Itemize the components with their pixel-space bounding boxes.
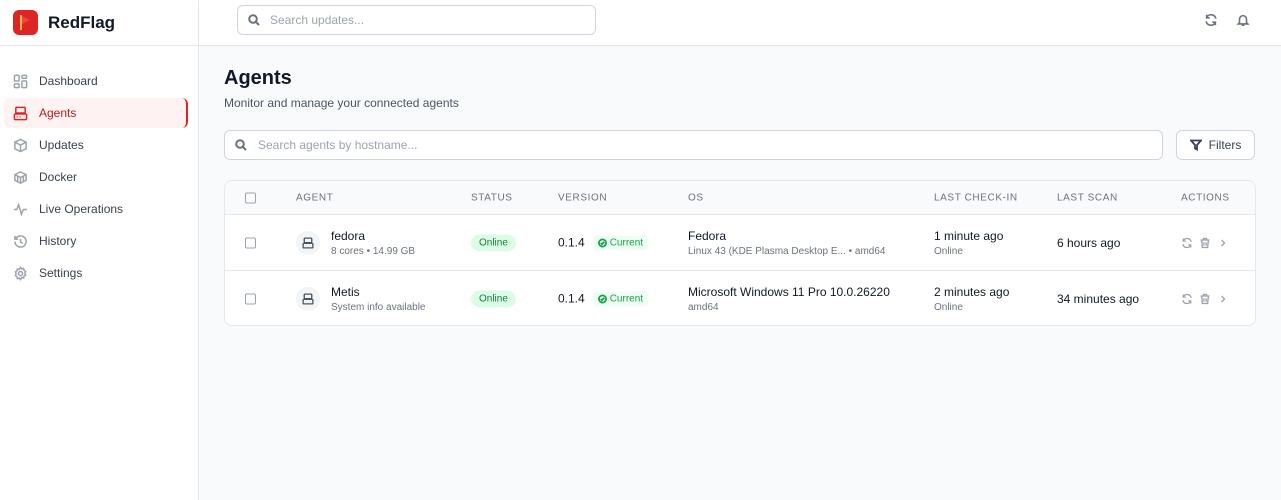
package-icon xyxy=(14,138,27,152)
table-header: AGENT STATUS VERSION OS LAST CHECK-IN LA… xyxy=(225,181,1255,215)
row-checkbox[interactable] xyxy=(245,237,256,248)
refresh-icon[interactable] xyxy=(1181,293,1193,305)
sidebar-item-label: Dashboard xyxy=(39,74,98,88)
refresh-icon[interactable] xyxy=(1181,237,1193,249)
select-all-checkbox[interactable] xyxy=(245,192,256,203)
filter-icon xyxy=(1189,139,1202,151)
trash-icon[interactable] xyxy=(1199,293,1211,305)
brand-name: RedFlag xyxy=(48,12,116,32)
agents-table: AGENT STATUS VERSION OS LAST CHECK-IN LA… xyxy=(224,180,1256,326)
header-os: OS xyxy=(688,192,704,203)
agent-detail: System info available xyxy=(331,301,426,313)
trash-icon[interactable] xyxy=(1199,237,1211,249)
sidebar-item-label: Updates xyxy=(39,138,84,152)
sidebar-item-label: Live Operations xyxy=(39,202,124,216)
chevron-right-icon[interactable] xyxy=(1217,293,1229,305)
bell-icon[interactable] xyxy=(1236,13,1250,27)
sidebar-item-docker[interactable]: Docker xyxy=(4,162,188,192)
os-detail: Linux 43 (KDE Plasma Desktop E... • amd6… xyxy=(688,245,886,257)
status-badge: Online xyxy=(471,290,516,307)
last-scan: 34 minutes ago xyxy=(1057,291,1140,306)
page-subtitle: Monitor and manage your connected agents xyxy=(224,96,459,110)
last-scan: 6 hours ago xyxy=(1057,235,1121,250)
status-badge: Online xyxy=(471,234,516,251)
history-icon xyxy=(14,234,27,248)
sidebar-nav: Dashboard Agents Updates Docker Live Ope… xyxy=(0,46,198,288)
os-name: Microsoft Windows 11 Pro 10.0.26220 xyxy=(688,284,890,299)
header-actions: ACTIONS xyxy=(1181,192,1230,203)
last-check-in: 1 minute ago xyxy=(934,228,1004,243)
search-updates-input[interactable]: Search updates... xyxy=(237,5,596,35)
top-bar: Search updates... xyxy=(199,0,1281,46)
version: 0.1.4 xyxy=(558,291,585,306)
agent-avatar xyxy=(296,230,320,255)
agent-name[interactable]: fedora xyxy=(331,228,366,243)
header-status: STATUS xyxy=(471,192,513,203)
check-in-status: Online xyxy=(934,245,963,257)
sidebar-item-label: History xyxy=(39,234,77,248)
sidebar-item-dashboard[interactable]: Dashboard xyxy=(4,66,188,96)
sidebar-item-settings[interactable]: Settings xyxy=(4,258,188,288)
dashboard-icon xyxy=(13,74,28,88)
search-icon xyxy=(248,14,260,26)
header-version: VERSION xyxy=(558,192,608,203)
page-title: Agents xyxy=(224,67,292,89)
check-in-status: Online xyxy=(934,301,963,313)
agent-search-input[interactable]: Search agents by hostname... xyxy=(224,130,1163,160)
gear-icon xyxy=(14,265,27,281)
header-last-check-in: LAST CHECK-IN xyxy=(934,192,1018,203)
header-agent: AGENT xyxy=(296,192,334,203)
filters-button[interactable]: Filters xyxy=(1176,130,1255,160)
check-circle-icon xyxy=(597,238,607,247)
redflag-logo xyxy=(13,10,38,35)
version: 0.1.4 xyxy=(558,235,585,250)
sidebar-item-live-operations[interactable]: Live Operations xyxy=(4,194,188,224)
refresh-icon[interactable] xyxy=(1204,13,1218,27)
server-icon xyxy=(13,106,28,120)
header-last-scan: LAST SCAN xyxy=(1057,192,1118,203)
table-row[interactable]: fedora 8 cores • 14.99 GB Online 0.1.4 Cur… xyxy=(225,215,1255,271)
filters-label: Filters xyxy=(1208,138,1242,152)
agent-avatar xyxy=(296,286,320,311)
sidebar-item-agents[interactable]: Agents xyxy=(4,98,188,128)
activity-icon xyxy=(13,202,28,216)
container-icon xyxy=(14,170,27,184)
version-badge-label: Current xyxy=(609,293,644,304)
search-placeholder: Search agents by hostname... xyxy=(258,138,418,152)
brand[interactable]: RedFlag xyxy=(0,0,198,46)
version-current-badge: Current xyxy=(592,291,649,306)
os-detail: amd64 xyxy=(688,301,719,313)
server-icon xyxy=(302,292,314,305)
sidebar-item-history[interactable]: History xyxy=(4,226,188,256)
sidebar-item-updates[interactable]: Updates xyxy=(4,130,188,160)
version-badge-label: Current xyxy=(609,237,644,248)
table-row[interactable]: Metis System info available Online 0.1.4 C… xyxy=(225,271,1255,325)
os-name: Fedora xyxy=(688,228,727,243)
sidebar-item-label: Agents xyxy=(39,106,77,120)
search-icon xyxy=(235,139,247,151)
sidebar-item-label: Docker xyxy=(39,170,78,184)
agent-name[interactable]: Metis xyxy=(331,284,360,299)
last-check-in: 2 minutes ago xyxy=(934,284,1010,299)
sidebar-item-label: Settings xyxy=(39,266,83,280)
row-checkbox[interactable] xyxy=(245,293,256,304)
agent-detail: 8 cores • 14.99 GB xyxy=(331,245,416,257)
sidebar: RedFlag Dashboard Agents Updates Docker … xyxy=(0,0,199,500)
server-icon xyxy=(302,236,314,249)
check-circle-icon xyxy=(597,294,607,303)
chevron-right-icon[interactable] xyxy=(1217,237,1229,249)
search-placeholder: Search updates... xyxy=(270,13,365,27)
version-current-badge: Current xyxy=(592,235,649,250)
